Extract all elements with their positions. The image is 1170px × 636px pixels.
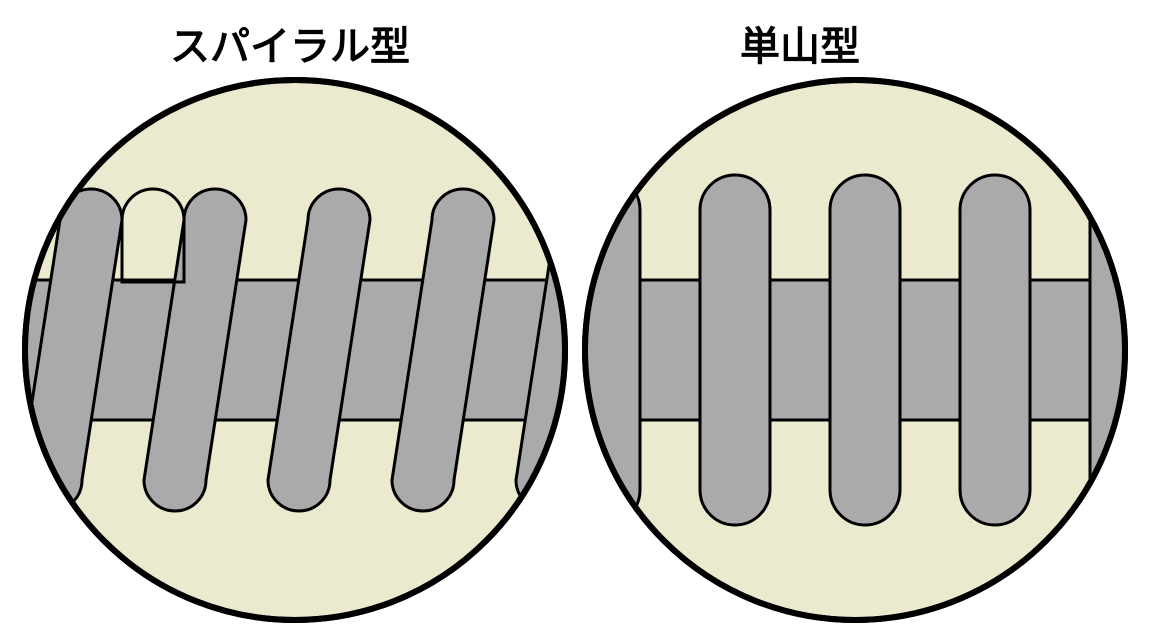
spiral-top-valley bbox=[122, 189, 184, 282]
single-ridge bbox=[700, 175, 770, 525]
diagram-stage: スパイラル型 単山型 bbox=[0, 0, 1170, 636]
diagram-svg bbox=[0, 0, 1170, 636]
single-ridge bbox=[830, 175, 900, 525]
figure-spiral bbox=[0, 80, 618, 620]
single-ridge bbox=[570, 175, 640, 525]
figure-single bbox=[560, 80, 1160, 620]
single-ridge bbox=[960, 175, 1030, 525]
